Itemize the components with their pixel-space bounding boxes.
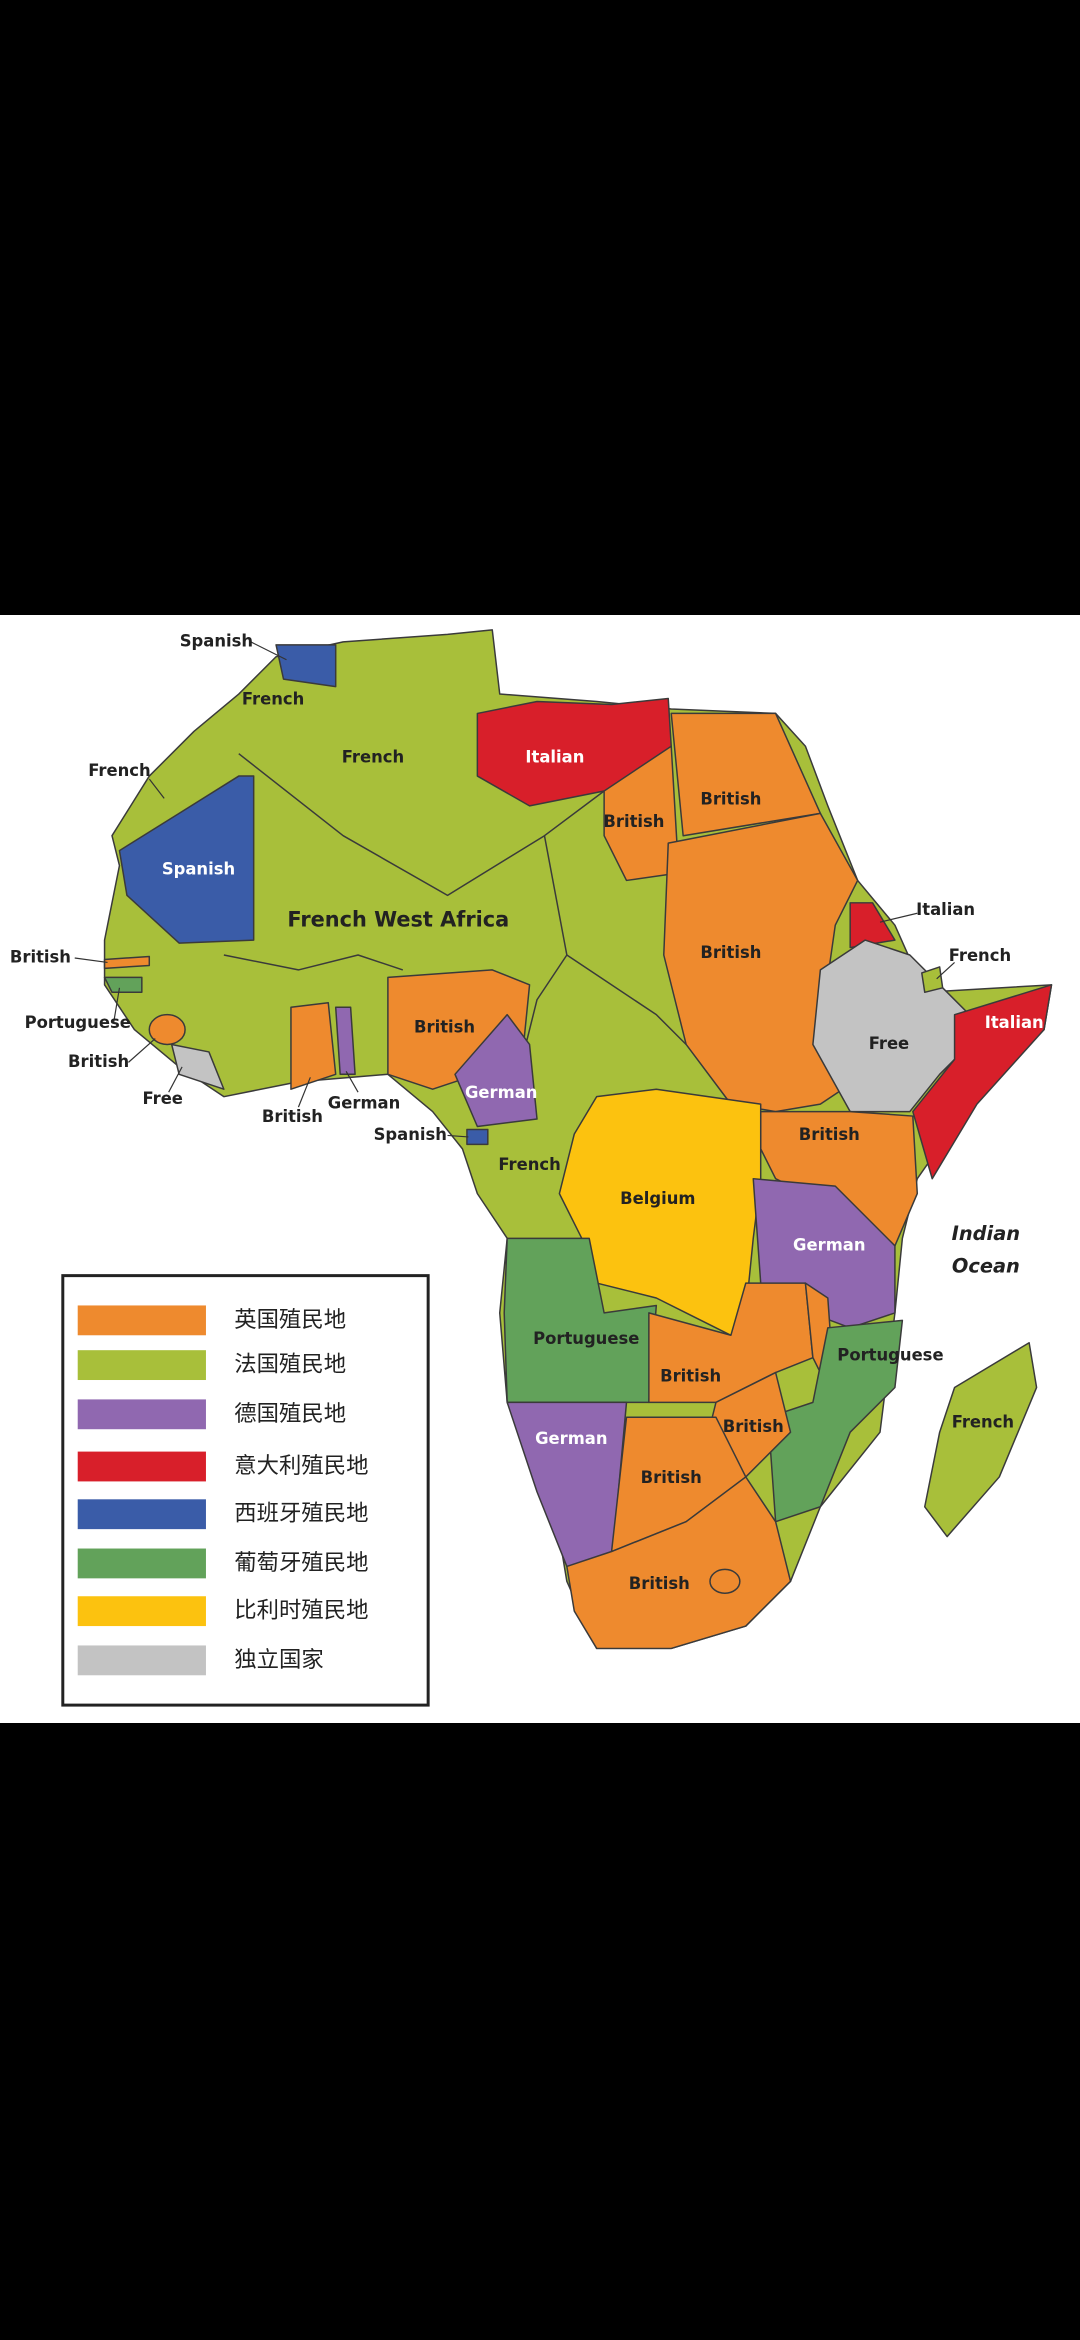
ocean-label: Ocean [952,1255,1020,1278]
leader-line [128,1038,156,1063]
basutoland [709,1568,741,1595]
south-africa [566,1476,792,1650]
spanish-morocco [275,644,337,688]
sierra-leone [148,1013,186,1046]
region-label: German [535,1429,607,1448]
legend: 英国殖民地法国殖民地德国殖民地意大利殖民地西班牙殖民地葡萄牙殖民地比利时殖民地独… [61,1274,430,1707]
rio-muni [466,1128,489,1146]
legend-swatch [77,1645,206,1676]
mozambique [767,1319,904,1523]
region-label: British [629,1574,690,1593]
border [566,954,687,1046]
region-label: Italian [916,900,975,919]
region-label: Portuguese [25,1013,131,1032]
legend-swatch [77,1399,206,1430]
british-sudan-north [603,745,680,882]
region-label: Spanish [374,1125,447,1144]
liberia [170,1043,225,1090]
leader-line [936,962,955,980]
region-label: German [793,1235,865,1254]
leader-line [74,957,108,964]
belgian-congo [558,1088,762,1337]
legend-label: 葡萄牙殖民地 [234,1550,368,1576]
portuguese-guinea [103,976,143,994]
regions [103,629,1053,1650]
legend-label: 德国殖民地 [234,1401,346,1427]
region-label: Spanish [180,631,253,650]
legend-label: 比利时殖民地 [234,1598,368,1624]
region-label: French [242,690,304,709]
leader-line [112,987,121,1024]
region-label: German [465,1083,537,1102]
region-label: French [88,761,150,780]
eritrea [849,902,896,949]
togo [334,1006,356,1076]
leader-line [250,641,287,661]
region-label: British [700,943,761,962]
region-label: French West Africa [287,908,509,932]
legend-swatch [77,1451,206,1482]
region-label: Italian [985,1013,1044,1032]
border [521,835,568,1060]
gold-coast [290,1001,337,1090]
leader-line [879,912,918,923]
leader-line [168,1066,183,1093]
legend-swatch [77,1548,206,1579]
gambia [103,955,151,970]
legend-label: 独立国家 [234,1647,323,1673]
legend-label: 西班牙殖民地 [234,1501,368,1527]
region-label: British [603,812,664,831]
region-label: British [262,1107,323,1126]
region-label: German [328,1094,400,1113]
region-label: Belgium [620,1189,695,1208]
french-somaliland [921,966,944,994]
region-label: Free [869,1034,909,1053]
region-label: Italian [525,748,584,767]
legend-swatch [77,1596,206,1627]
legend-label: 英国殖民地 [234,1307,346,1333]
region-label: British [414,1018,475,1037]
africa-map: Spanish French French Italian British British… [0,615,1080,1723]
region-labels: Spanish French French Italian British British… [10,631,1044,1592]
region-label: Portuguese [837,1346,943,1365]
legend-box [61,1274,430,1707]
border [238,753,605,897]
spanish-sahara [118,775,255,944]
region-label: Portuguese [533,1329,639,1348]
region-label: French [498,1155,560,1174]
region-label: British [68,1052,129,1071]
kamerun [454,1013,538,1128]
region-label: British [641,1468,702,1487]
region-label: British [10,947,71,966]
region-label: Spanish [162,860,235,879]
legend-label: 法国殖民地 [234,1352,346,1378]
italian-somaliland [912,984,1053,1180]
leader-line [345,1071,359,1093]
border [223,954,404,971]
ocean-label: Indian [952,1222,1020,1245]
region-label: Free [142,1089,182,1108]
region-label: British [700,789,761,808]
region-label: British [799,1125,860,1144]
legend-swatch [77,1499,206,1530]
region-label: British [660,1367,721,1386]
leader-line [447,1134,469,1138]
madagascar [923,1341,1038,1538]
legend-swatch [77,1305,206,1336]
leader-line [148,778,165,799]
region-label: British [723,1417,784,1436]
leader-lines [74,641,955,1138]
legend-label: 意大利殖民地 [234,1453,368,1479]
leader-line [297,1077,311,1108]
region-label: French [342,748,404,767]
region-label: French [952,1413,1014,1432]
region-label: French [949,946,1011,965]
legend-swatch [77,1350,206,1381]
